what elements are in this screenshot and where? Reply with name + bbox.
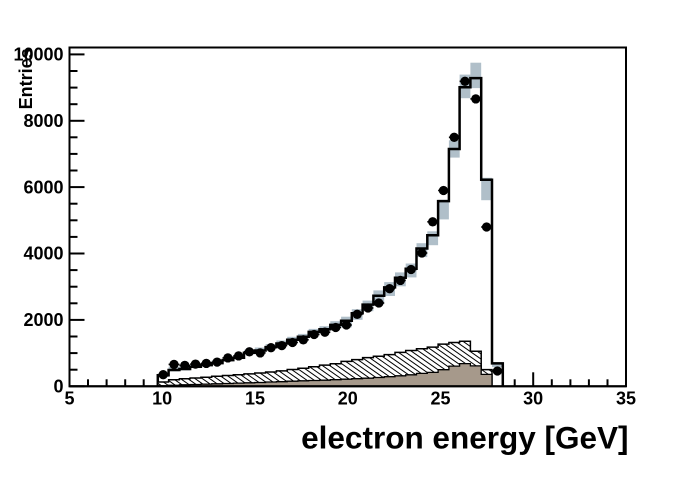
svg-text:5: 5 [64, 389, 74, 409]
svg-text:15: 15 [245, 389, 265, 409]
svg-text:30: 30 [523, 389, 543, 409]
svg-text:0: 0 [53, 377, 63, 397]
svg-text:10000: 10000 [13, 45, 63, 65]
svg-text:electron energy [GeV]: electron energy [GeV] [301, 420, 628, 456]
svg-text:10: 10 [152, 389, 172, 409]
svg-text:8000: 8000 [23, 111, 63, 131]
svg-text:4000: 4000 [23, 244, 63, 264]
svg-text:25: 25 [430, 389, 450, 409]
svg-text:6000: 6000 [23, 177, 63, 197]
svg-text:20: 20 [338, 389, 358, 409]
svg-text:35: 35 [616, 389, 636, 409]
svg-text:2000: 2000 [23, 310, 63, 330]
svg-text:Entries: Entries [16, 48, 36, 109]
